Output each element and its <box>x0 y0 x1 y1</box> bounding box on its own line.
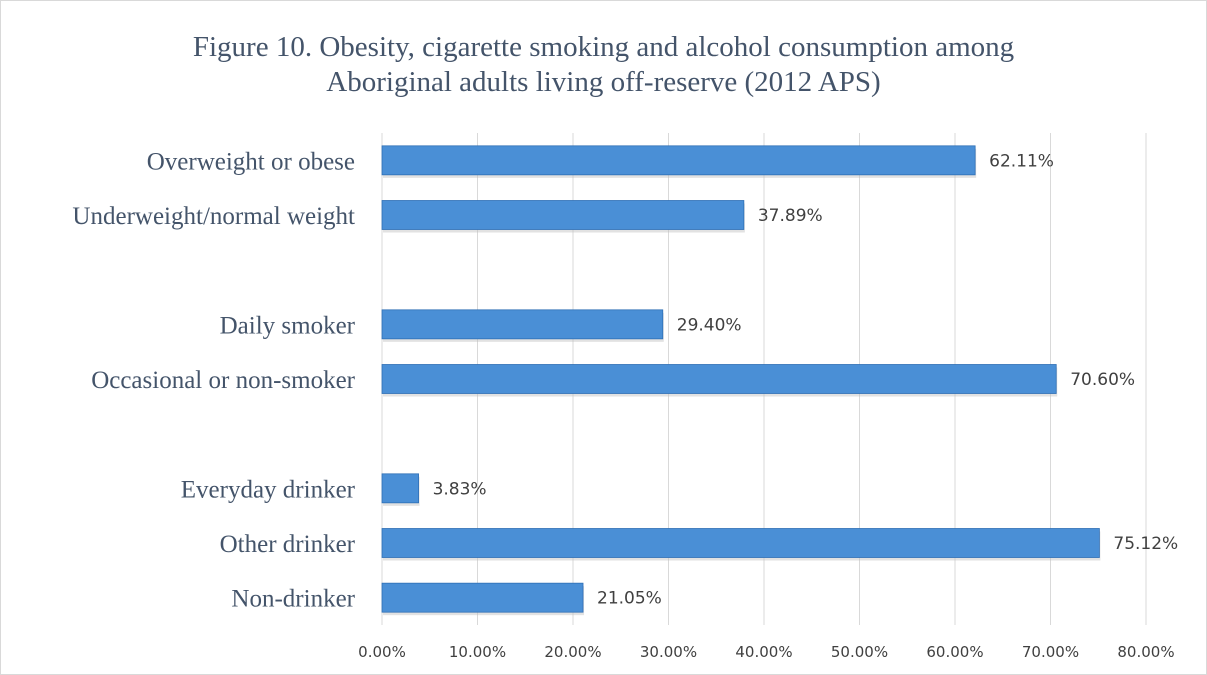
data-labels: 62.11% 37.89% 29.40% 70.60% 3.83% 75.12% 21.05… <box>433 151 1179 608</box>
chart-title: Figure 10. Obesity, cigarette smoking an… <box>0 30 1207 100</box>
bar <box>381 364 1057 394</box>
data-label: 37.89% <box>758 206 823 226</box>
data-label: 29.40% <box>677 315 742 335</box>
category-label: Daily smoker <box>220 312 356 339</box>
x-tick-label: 60.00% <box>926 643 983 661</box>
chart-title-line-1: Figure 10. Obesity, cigarette smoking an… <box>192 31 1015 63</box>
category-label: Non-drinker <box>231 586 355 613</box>
x-axis-tick-labels: 0.00% 10.00% 20.00% 30.00% 40.00% 50.00% 60.00… <box>358 643 1174 661</box>
x-tick-label: 40.00% <box>735 643 792 661</box>
category-label: Other drinker <box>220 531 356 558</box>
bar <box>381 528 1100 558</box>
x-tick-label: 30.00% <box>640 643 697 661</box>
x-tick-label: 70.00% <box>1022 643 1079 661</box>
bar <box>381 200 745 230</box>
data-label: 21.05% <box>597 589 662 609</box>
x-tick-label: 20.00% <box>544 643 601 661</box>
x-tick-label: 0.00% <box>358 643 406 661</box>
category-labels: Overweight or obese Underweight/normal we… <box>72 148 355 612</box>
category-label: Underweight/normal weight <box>72 203 355 230</box>
data-label: 75.12% <box>1113 534 1178 554</box>
x-tick-label: 50.00% <box>831 643 888 661</box>
chart-title-line-2: Aboriginal adults living off-reserve (20… <box>326 66 881 98</box>
x-tick-label: 80.00% <box>1117 643 1174 661</box>
bars <box>381 145 1101 616</box>
data-label: 3.83% <box>433 479 487 499</box>
bar <box>381 309 664 340</box>
data-label: 70.60% <box>1070 370 1135 390</box>
x-tick-label: 10.00% <box>449 643 506 661</box>
bar <box>381 582 584 613</box>
bar <box>381 473 419 504</box>
category-label: Occasional or non-smoker <box>91 367 355 394</box>
data-label: 62.11% <box>989 151 1054 171</box>
category-label: Everyday drinker <box>181 476 356 503</box>
bar <box>381 145 976 176</box>
category-label: Overweight or obese <box>147 148 355 175</box>
